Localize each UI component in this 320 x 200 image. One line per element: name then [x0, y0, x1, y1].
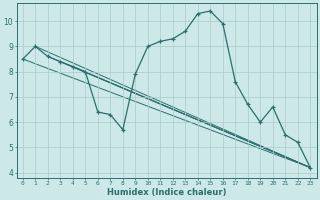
X-axis label: Humidex (Indice chaleur): Humidex (Indice chaleur) [107, 188, 226, 197]
